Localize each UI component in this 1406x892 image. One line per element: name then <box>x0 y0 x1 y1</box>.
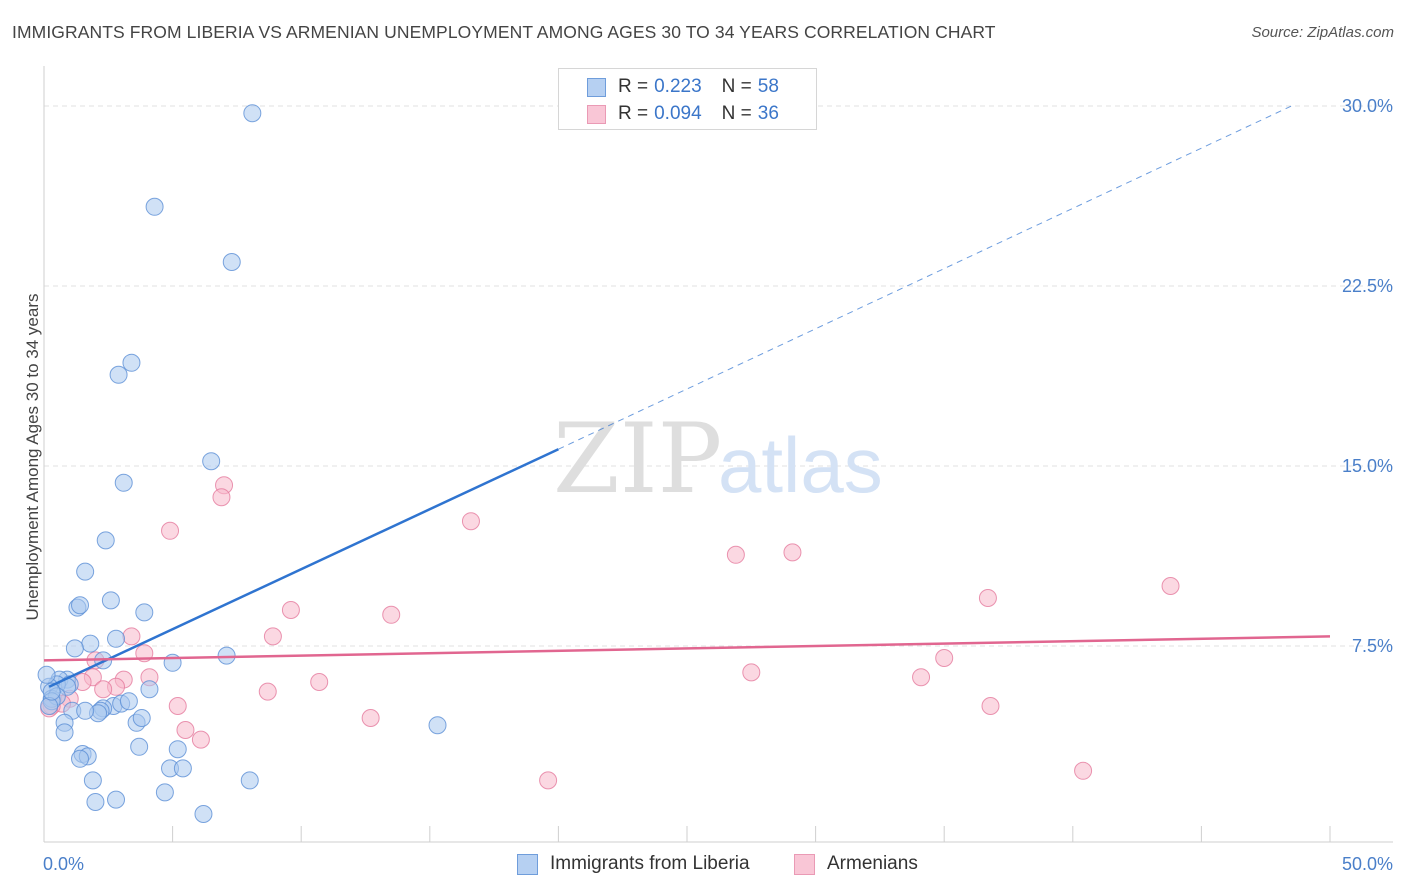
watermark: ZIP atlas <box>553 403 883 515</box>
armenians-trend-line <box>43 635 1331 662</box>
liberia-point <box>428 716 447 735</box>
trend-lines <box>43 105 1331 688</box>
liberia-point <box>119 692 138 711</box>
correlation-legend: R = 0.223 N = 58 R = 0.094 N = 36 <box>558 68 817 130</box>
y-axis-label: Unemployment Among Ages 30 to 34 years <box>23 294 42 621</box>
legend-r-label: R = <box>618 76 649 97</box>
armenians-point <box>912 668 931 687</box>
liberia-point <box>194 805 213 823</box>
armenians-point <box>382 605 401 624</box>
liberia-point <box>81 634 100 653</box>
liberia-point <box>122 353 141 372</box>
liberia-point <box>140 680 159 699</box>
y-tick-label: 22.5% <box>1342 276 1393 296</box>
bottom-legend-liberia: Immigrants from Liberia <box>517 851 750 877</box>
liberia-point <box>83 771 102 790</box>
bottom-legend-swatch-pink <box>794 853 815 875</box>
armenians-point <box>168 697 187 715</box>
armenians-point <box>978 589 997 607</box>
bottom-legend-label-liberia: Immigrants from Liberia <box>550 853 750 874</box>
y-tick-labels: 7.5% 15.0% 22.5% 30.0% <box>1342 96 1393 656</box>
armenians-point <box>212 488 231 507</box>
armenians-point <box>310 673 329 691</box>
armenians-point <box>726 545 745 564</box>
liberia-trend-line <box>48 448 559 688</box>
liberia-point <box>37 665 56 684</box>
armenians-point <box>981 697 1000 715</box>
liberia-point <box>65 639 84 658</box>
legend-swatch-pink <box>587 104 606 124</box>
legend-r-label: R = <box>618 103 649 124</box>
armenians-point <box>461 512 480 531</box>
liberia-point <box>96 531 115 550</box>
liberia-point <box>114 473 133 492</box>
armenians-point <box>122 627 141 646</box>
legend-n-label: N = <box>721 103 752 124</box>
liberia-point <box>55 723 74 742</box>
y-tick-label: 30.0% <box>1342 96 1393 116</box>
y-tick-label: 7.5% <box>1352 636 1393 656</box>
liberia-point <box>202 452 221 471</box>
legend-row-armenians: R = 0.094 N = 36 <box>587 102 779 126</box>
liberia-point <box>243 104 262 123</box>
armenians-point <box>191 730 210 749</box>
y-tick-label: 15.0% <box>1342 456 1393 476</box>
legend-r-value: 0.094 <box>654 103 702 124</box>
liberia-point <box>71 596 90 615</box>
armenians-point <box>783 543 802 562</box>
watermark-atlas: atlas <box>718 421 883 509</box>
liberia-point <box>130 737 149 756</box>
liberia-point <box>107 629 126 648</box>
liberia-point <box>76 562 95 581</box>
armenians-point <box>161 521 180 540</box>
liberia-point <box>107 790 126 809</box>
liberia-point <box>76 701 95 720</box>
bottom-legend-armenians: Armenians <box>794 851 918 877</box>
x-tick-label-max: 50.0% <box>1342 854 1393 874</box>
legend-n-label: N = <box>721 76 752 97</box>
x-tick-label-min: 0.0% <box>43 854 84 874</box>
liberia-points <box>37 104 447 823</box>
grid-lines <box>44 105 1393 647</box>
armenians-point <box>742 663 761 682</box>
source-credit: Source: ZipAtlas.com <box>1251 24 1394 41</box>
legend-n-value: 58 <box>757 76 779 97</box>
liberia-point <box>145 197 164 216</box>
armenians-point <box>263 627 282 646</box>
armenians-point <box>935 649 954 667</box>
armenians-point <box>1161 577 1180 595</box>
liberia-point <box>173 759 192 778</box>
chart-title: IMMIGRANTS FROM LIBERIA VS ARMENIAN UNEM… <box>12 22 996 42</box>
liberia-point <box>240 771 259 790</box>
watermark-zip: ZIP <box>553 403 722 515</box>
liberia-point <box>155 783 174 802</box>
liberia-point <box>132 709 151 727</box>
liberia-point <box>71 749 90 768</box>
armenians-point <box>94 680 113 699</box>
liberia-point <box>222 253 241 271</box>
legend-r-value: 0.223 <box>654 76 702 97</box>
bottom-legend-label-armenians: Armenians <box>827 853 918 874</box>
liberia-point <box>168 740 187 759</box>
armenians-point <box>539 771 558 790</box>
liberia-point <box>135 603 154 622</box>
armenians-point <box>176 721 195 739</box>
liberia-point <box>101 591 120 610</box>
bottom-legend-swatch-blue <box>517 853 538 875</box>
liberia-point <box>42 682 61 701</box>
legend-n-value: 36 <box>757 103 779 124</box>
liberia-point <box>109 365 128 384</box>
armenians-point <box>1074 761 1093 780</box>
legend-row-liberia: R = 0.223 N = 58 <box>587 75 779 99</box>
liberia-point <box>86 793 105 811</box>
liberia-point <box>217 646 236 665</box>
armenians-point <box>361 709 380 727</box>
armenians-points <box>40 476 1180 790</box>
armenians-point <box>281 601 300 619</box>
legend-swatch-blue <box>587 77 606 97</box>
liberia-trend-extension <box>558 105 1292 450</box>
armenians-point <box>258 682 277 701</box>
